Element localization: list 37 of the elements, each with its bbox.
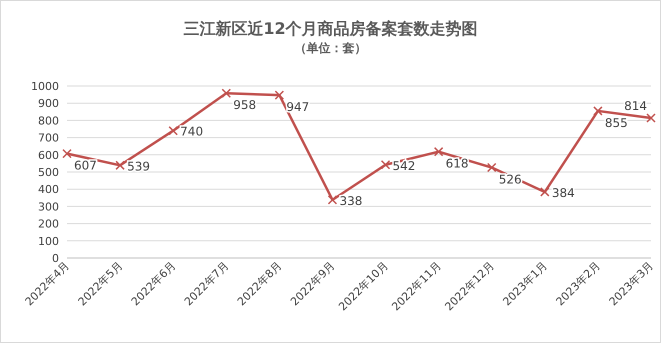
data-label: 814 — [624, 98, 647, 113]
point — [328, 195, 338, 205]
data-label: 958 — [233, 98, 256, 112]
y-tick-label: 900 — [38, 97, 59, 110]
data-label: 384 — [552, 186, 575, 200]
point — [168, 126, 178, 136]
y-tick-label: 500 — [38, 166, 59, 179]
point — [486, 162, 496, 172]
data-label: 947 — [286, 100, 310, 114]
data-label: 855 — [604, 116, 628, 130]
point — [274, 90, 284, 100]
point — [115, 160, 125, 170]
data-label: 338 — [339, 194, 362, 208]
chart-subtitle: （单位：套） — [294, 41, 366, 55]
data-label: 542 — [392, 158, 416, 173]
y-tick-label: 100 — [38, 234, 59, 248]
point — [380, 160, 390, 170]
point — [222, 88, 232, 98]
y-tick-label: 600 — [38, 148, 59, 162]
y-tick-label: 0 — [52, 252, 59, 265]
y-tick-label: 200 — [38, 218, 59, 231]
y-tick-label: 700 — [38, 132, 59, 145]
data-label: 539 — [127, 159, 150, 174]
data-label: 526 — [498, 172, 522, 187]
point — [593, 106, 603, 116]
point — [540, 187, 550, 197]
data-label: 607 — [74, 158, 97, 173]
point — [62, 148, 72, 158]
data-label: 740 — [180, 124, 204, 139]
chart-title: 三江新区近12个月商品房备案套数走势图 — [183, 19, 478, 38]
y-tick-label: 800 — [38, 114, 59, 128]
point — [434, 146, 444, 156]
y-tick-label: 1000 — [31, 80, 59, 93]
data-label: 618 — [446, 156, 469, 171]
y-tick-label: 300 — [38, 200, 59, 214]
point — [646, 113, 656, 123]
y-tick-label: 400 — [38, 183, 59, 196]
